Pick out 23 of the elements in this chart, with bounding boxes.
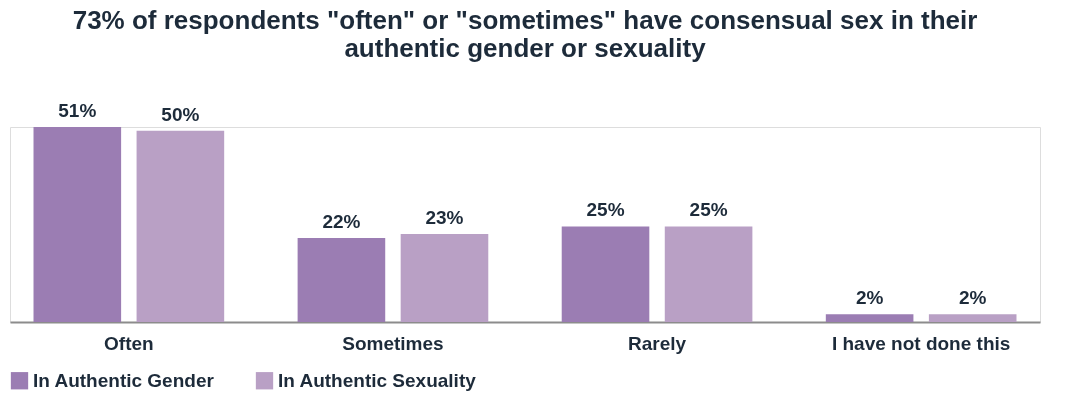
x-tick-label: Often (104, 332, 154, 354)
bar (664, 226, 753, 322)
bar (561, 226, 650, 322)
legend-label: In Authentic Gender (33, 369, 215, 391)
data-label: 22% (322, 210, 361, 232)
bar (136, 130, 225, 322)
bar (297, 237, 386, 322)
data-label: 25% (586, 199, 625, 221)
bar (825, 314, 914, 322)
bar (928, 314, 1017, 322)
chart-title: 73% of respondents "often" or "sometimes" have consensual sex in their authentic gender or sexuality (72, 5, 978, 63)
data-label: 51% (58, 100, 97, 121)
data-label: 2% (855, 287, 884, 309)
x-tick-label: Sometimes (342, 332, 444, 354)
data-label: 23% (425, 207, 464, 229)
data-label: 50% (161, 103, 200, 125)
legend-label: In Authentic Sexuality (278, 369, 477, 391)
data-label: 25% (689, 199, 728, 221)
x-tick-label: I have not done this (831, 332, 1011, 354)
data-label: 2% (958, 287, 987, 309)
x-tick-label: Rarely (628, 332, 687, 354)
bar (400, 234, 489, 322)
bar (33, 127, 122, 322)
